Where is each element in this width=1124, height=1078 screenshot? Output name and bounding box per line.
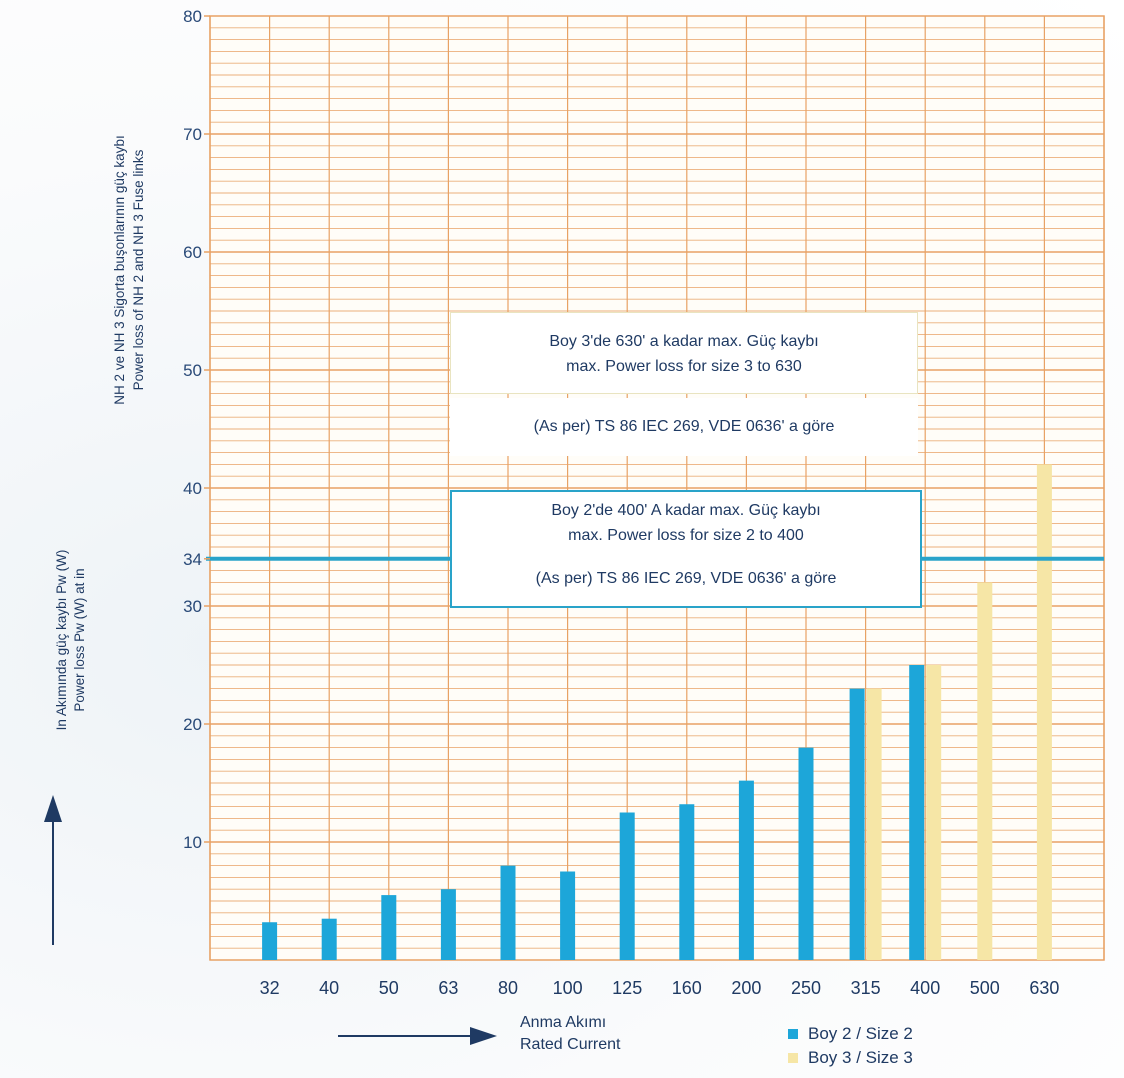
bars bbox=[262, 464, 1052, 960]
y-axis-title-tr: NH 2 ve NH 3 Sigorta buşonlarının güç ka… bbox=[112, 135, 127, 404]
bar-size3-400 bbox=[926, 665, 942, 960]
legend: Boy 2 / Size 2 Boy 3 / Size 3 bbox=[788, 1022, 913, 1070]
x-tick-label-400: 400 bbox=[910, 978, 940, 998]
x-axis-arrow-icon bbox=[470, 1027, 497, 1045]
x-axis-title: Anma Akımı Rated Current bbox=[520, 1012, 621, 1056]
bar-size2-315 bbox=[849, 688, 865, 960]
x-tick-label-630: 630 bbox=[1029, 978, 1059, 998]
size3-standard-box: (As per) TS 86 IEC 269, VDE 0636' a göre bbox=[450, 398, 918, 456]
y-tick-label-40: 40 bbox=[183, 479, 202, 498]
x-tick-label-50: 50 bbox=[379, 978, 399, 998]
bar-size3-630 bbox=[1036, 464, 1052, 960]
x-axis-title-tr: Anma Akımı bbox=[520, 1014, 607, 1031]
legend-swatch-size3 bbox=[788, 1053, 798, 1063]
bar-size2-160 bbox=[679, 804, 695, 960]
grid bbox=[209, 15, 1105, 961]
y-tick-label-30: 30 bbox=[183, 597, 202, 616]
bar-size2-80 bbox=[500, 865, 516, 960]
bar-size2-200 bbox=[738, 780, 754, 960]
y-axis-subtitle-en: Power loss Pw (W) at in bbox=[72, 568, 87, 711]
y-tick-label-10: 10 bbox=[183, 833, 202, 852]
legend-label-size2: Boy 2 / Size 2 bbox=[808, 1024, 913, 1043]
bar-size2-63 bbox=[440, 889, 456, 960]
y-tick-label-70: 70 bbox=[183, 125, 202, 144]
size2-annotation-line1: Boy 2'de 400' A kadar max. Güç kaybı bbox=[551, 502, 821, 519]
bar-size2-250 bbox=[798, 747, 814, 960]
bar-size2-100 bbox=[560, 871, 576, 960]
x-tick-label-125: 125 bbox=[612, 978, 642, 998]
x-axis-title-en: Rated Current bbox=[520, 1036, 621, 1053]
x-tick-label-315: 315 bbox=[851, 978, 881, 998]
y-axis-subtitle-tr: In Akımında güç kaybı Pw (W) bbox=[54, 550, 69, 731]
bar-size2-32 bbox=[262, 922, 278, 960]
legend-item-size2: Boy 2 / Size 2 bbox=[788, 1022, 913, 1046]
size3-annotation-line2: max. Power loss for size 3 to 630 bbox=[566, 358, 802, 375]
size3-annotation-line1: Boy 3'de 630' a kadar max. Güç kaybı bbox=[549, 333, 819, 350]
x-tick-label-250: 250 bbox=[791, 978, 821, 998]
size2-annotation-line3: (As per) TS 86 IEC 269, VDE 0636' a göre bbox=[535, 570, 837, 587]
size2-annotation-line2: max. Power loss for size 2 to 400 bbox=[568, 527, 804, 544]
y-axis-title-en: Power loss of NH 2 and NH 3 Fuse links bbox=[131, 149, 146, 390]
size2-annotation-box: Boy 2'de 400' A kadar max. Güç kaybı max… bbox=[450, 490, 922, 608]
size3-annotation-line3: (As per) TS 86 IEC 269, VDE 0636' a göre bbox=[533, 418, 835, 435]
bar-size2-125 bbox=[619, 812, 635, 960]
x-tick-label-200: 200 bbox=[731, 978, 761, 998]
y-tick-label-80: 80 bbox=[183, 7, 202, 26]
bar-size2-400 bbox=[909, 665, 925, 960]
y-tick-label-60: 60 bbox=[183, 243, 202, 262]
legend-swatch-size2 bbox=[788, 1029, 798, 1039]
y-tick-label-34: 34 bbox=[183, 550, 202, 569]
bar-size2-50 bbox=[381, 895, 397, 960]
x-tick-label-100: 100 bbox=[553, 978, 583, 998]
x-tick-label-500: 500 bbox=[970, 978, 1000, 998]
x-tick-label-160: 160 bbox=[672, 978, 702, 998]
bar-size3-315 bbox=[866, 688, 882, 960]
axes: 32 40 50 63 80 100 125 160 200 250 315 400 500 630 10 2… bbox=[183, 7, 1104, 998]
x-tick-label-63: 63 bbox=[438, 978, 458, 998]
y-axis-arrow-icon bbox=[44, 795, 62, 822]
size3-annotation-box: Boy 3'de 630' a kadar max. Güç kaybı max… bbox=[450, 312, 918, 394]
x-tick-label-40: 40 bbox=[319, 978, 339, 998]
y-tick-label-50: 50 bbox=[183, 361, 202, 380]
bar-size3-500 bbox=[977, 582, 993, 960]
bar-size2-40 bbox=[321, 918, 337, 960]
y-tick-label-20: 20 bbox=[183, 715, 202, 734]
x-tick-label-32: 32 bbox=[260, 978, 280, 998]
legend-label-size3: Boy 3 / Size 3 bbox=[808, 1048, 913, 1067]
legend-item-size3: Boy 3 / Size 3 bbox=[788, 1046, 913, 1070]
x-tick-label-80: 80 bbox=[498, 978, 518, 998]
